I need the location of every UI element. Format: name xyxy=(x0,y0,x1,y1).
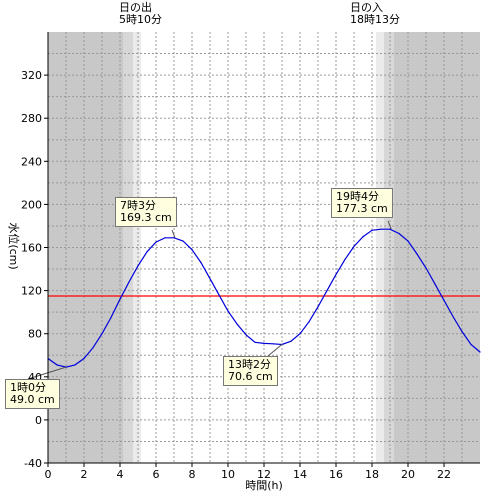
callout-pointers xyxy=(27,220,392,380)
tide-data-point xyxy=(299,333,301,335)
x-tick-label: 2 xyxy=(81,468,88,481)
tide-data-point xyxy=(56,364,58,366)
y-tick-label: 160 xyxy=(21,242,42,255)
low-tide-callout-1: 1時0分 49.0 cm xyxy=(5,379,60,409)
tide-data-point xyxy=(74,364,76,366)
tide-data-point xyxy=(353,245,355,248)
tide-data-point xyxy=(326,290,328,292)
x-tick-label: 18 xyxy=(365,468,379,481)
callout-pointer xyxy=(267,343,283,357)
tide-data-point xyxy=(182,240,184,242)
y-tick-label: 240 xyxy=(21,155,42,168)
y-tick-label: -40 xyxy=(24,457,42,470)
y-tick-label: 80 xyxy=(28,328,42,341)
high-tide-level-1: 169.3 cm xyxy=(120,211,172,224)
sunrise-time: 5時10分 xyxy=(119,13,162,26)
tide-data-point xyxy=(254,341,256,343)
tide-data-point xyxy=(371,229,373,231)
x-tick-label: 22 xyxy=(437,468,451,481)
callout-pointer xyxy=(387,220,392,230)
y-tick-label: 320 xyxy=(21,69,42,82)
low-tide-time-1: 1時0分 xyxy=(10,381,46,394)
tide-data-point xyxy=(83,357,85,360)
tide-data-point xyxy=(290,340,292,342)
high-tide-time-1: 7時3分 xyxy=(120,199,156,212)
tide-data-point xyxy=(272,343,274,345)
low-tide-level-2: 70.6 cm xyxy=(228,370,273,383)
tide-data-point xyxy=(155,241,157,243)
tide-data-point xyxy=(164,237,166,239)
tide-data-point xyxy=(389,228,391,230)
tide-data-point xyxy=(443,299,445,301)
y-tick-label: 0 xyxy=(35,414,42,427)
low-tide-callout-2: 13時2分 70.6 cm xyxy=(223,356,278,386)
sunset-label: 日の入 18時13分 xyxy=(350,2,400,26)
x-tick-labels: 0 2 4 6 8 10 12 14 16 18 20 22 xyxy=(45,468,452,481)
tide-data-point xyxy=(209,278,211,280)
high-tide-callout-1: 7時3分 169.3 cm xyxy=(115,197,177,227)
y-tick-label: 120 xyxy=(21,285,42,298)
callout-pointer xyxy=(27,366,67,380)
high-tide-time-2: 19時4分 xyxy=(336,190,379,203)
sunset-time: 18時13分 xyxy=(350,13,400,26)
high-tide-callout-2: 19時4分 177.3 cm xyxy=(331,188,393,218)
tide-data-point xyxy=(344,258,346,260)
tide-data-point xyxy=(479,351,481,353)
sunrise-label: 日の出 5時10分 xyxy=(119,2,162,26)
x-tick-label: 10 xyxy=(221,468,235,481)
tide-data-point xyxy=(308,321,310,323)
tide-data-point xyxy=(227,310,229,312)
tide-data-point xyxy=(434,283,436,285)
x-tick-label: 14 xyxy=(293,468,307,481)
tide-data-point xyxy=(128,281,130,283)
high-tide-level-2: 177.3 cm xyxy=(336,202,388,215)
tide-data-point xyxy=(317,306,319,308)
sunset-title: 日の入 xyxy=(350,1,383,14)
tide-data-point xyxy=(200,261,202,264)
tide-data-point xyxy=(335,273,337,276)
tide-data-point xyxy=(218,294,220,296)
low-tide-level-1: 49.0 cm xyxy=(10,393,55,406)
x-tick-label: 6 xyxy=(153,468,160,481)
x-tick-label: 20 xyxy=(401,468,415,481)
tide-data-point xyxy=(92,347,94,349)
axes xyxy=(44,32,480,467)
tide-data-point xyxy=(362,236,364,238)
tide-data-point xyxy=(146,251,148,253)
tide-data-point xyxy=(245,334,247,336)
x-tick-label: 8 xyxy=(189,468,196,481)
callout-pointer xyxy=(171,229,176,238)
tide-data-point xyxy=(236,323,238,325)
tide-data-point xyxy=(191,249,193,251)
tide-data-point xyxy=(425,267,427,269)
y-tick-label: 280 xyxy=(21,112,42,125)
low-tide-time-2: 13時2分 xyxy=(228,358,271,371)
tide-data-point xyxy=(398,232,400,235)
tide-data-point xyxy=(173,237,175,239)
tide-data-point xyxy=(119,298,121,300)
tide-data-point xyxy=(461,330,463,333)
x-axis-title: 時間(h) xyxy=(245,479,283,492)
x-tick-label: 16 xyxy=(329,468,343,481)
series-group xyxy=(47,228,481,368)
y-tick-label: 200 xyxy=(21,198,42,211)
tide-data-point xyxy=(407,240,409,242)
tide-data-point xyxy=(101,333,103,335)
tide-data-point xyxy=(380,228,382,230)
twilight-band-evening-1 xyxy=(375,32,384,463)
y-axis-title: 水位(cm) xyxy=(7,222,21,269)
tide-data-point xyxy=(137,265,139,267)
tide-data-point xyxy=(470,343,472,346)
x-tick-label: 12 xyxy=(257,468,271,481)
sunrise-title: 日の出 xyxy=(119,1,152,14)
tide-data-point xyxy=(416,253,418,255)
tide-data-point xyxy=(452,315,454,318)
x-tick-label: 0 xyxy=(45,468,52,481)
tide-data-point xyxy=(110,316,112,319)
tide-data-point xyxy=(263,342,265,344)
x-tick-label: 4 xyxy=(117,468,124,481)
